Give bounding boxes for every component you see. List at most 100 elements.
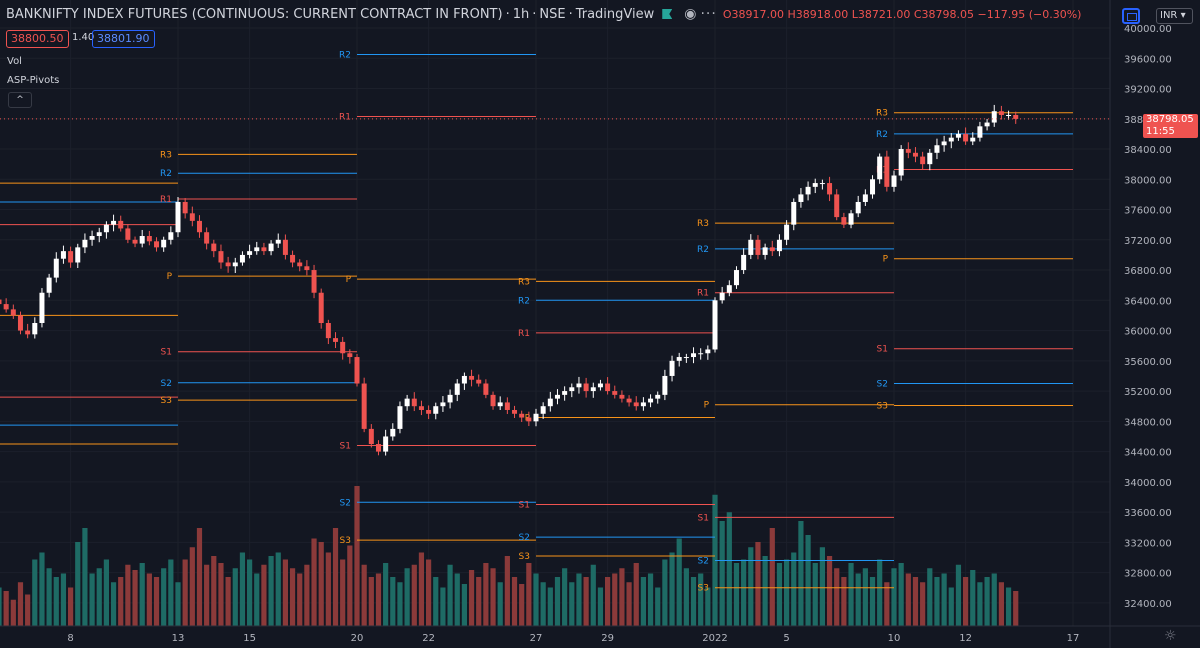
symbol-title[interactable]: BANKNIFTY INDEX FUTURES (CONTINUOUS: CUR… bbox=[6, 6, 503, 22]
volume-bar bbox=[39, 552, 45, 626]
volume-bar bbox=[82, 528, 88, 626]
price-tick-label: 35200.00 bbox=[1124, 387, 1172, 398]
screenshot-icon[interactable] bbox=[1122, 8, 1140, 24]
volume-bar bbox=[125, 564, 131, 626]
volume-bar bbox=[547, 587, 553, 626]
pivot-label: R1 bbox=[160, 195, 172, 205]
candle-body bbox=[118, 220, 124, 229]
candle-body bbox=[870, 179, 876, 195]
time-tick-label: 10 bbox=[888, 633, 901, 644]
volume-bar bbox=[340, 559, 346, 626]
candle-body bbox=[447, 394, 453, 403]
flag-icon[interactable] bbox=[662, 9, 673, 19]
price-tick-label: 32800.00 bbox=[1124, 569, 1172, 580]
price-tick-label: 32400.00 bbox=[1124, 599, 1172, 610]
volume-bar bbox=[991, 573, 997, 626]
indicator-legend[interactable]: ASP-Pivots bbox=[7, 75, 60, 86]
volume-bar bbox=[762, 556, 768, 626]
candle-body bbox=[612, 391, 618, 395]
volume-bar bbox=[805, 535, 811, 626]
volume-bar bbox=[862, 568, 868, 626]
candle-body bbox=[776, 239, 782, 252]
candle-body bbox=[53, 258, 59, 278]
volume-bar bbox=[275, 552, 281, 626]
pivot-label: S1 bbox=[161, 348, 172, 358]
volume-bar bbox=[920, 582, 926, 626]
exchange-label: NSE bbox=[539, 6, 566, 22]
pivot-label: R2 bbox=[697, 245, 709, 255]
currency-select[interactable]: INR ▾ bbox=[1156, 8, 1193, 24]
candles bbox=[0, 104, 1019, 456]
candle-body bbox=[862, 194, 868, 202]
volume-bar bbox=[354, 486, 360, 626]
volume-bar bbox=[733, 563, 740, 626]
sell-price-button[interactable]: 38800.50 bbox=[6, 30, 69, 48]
time-tick-label: 8 bbox=[67, 633, 73, 644]
candle-body bbox=[154, 241, 160, 248]
candle-body bbox=[318, 292, 324, 323]
spread-value: 1.40 bbox=[72, 32, 95, 43]
more-icon[interactable]: ··· bbox=[700, 6, 717, 22]
pivot-label: S3 bbox=[161, 396, 172, 406]
candle-body bbox=[196, 220, 202, 233]
settings-icon[interactable]: ☼ bbox=[1164, 628, 1177, 644]
pivot-label: R2 bbox=[518, 296, 530, 306]
volume-legend[interactable]: Vol bbox=[7, 56, 22, 67]
volume-bar bbox=[927, 568, 933, 626]
volume-bar bbox=[612, 573, 618, 626]
candle-body bbox=[275, 239, 281, 244]
time-tick-label: 20 bbox=[351, 633, 364, 644]
candle-body bbox=[569, 387, 575, 392]
volume-bar bbox=[440, 587, 446, 626]
volume-bar bbox=[798, 521, 804, 626]
interval-label[interactable]: 1h bbox=[512, 6, 530, 22]
candle-body bbox=[576, 383, 582, 388]
price-tick-label: 36400.00 bbox=[1124, 296, 1172, 307]
pivot-label: S1 bbox=[519, 501, 530, 511]
volume-bar bbox=[605, 577, 611, 626]
price-tick-label: 39600.00 bbox=[1124, 54, 1172, 65]
buy-price-button[interactable]: 38801.90 bbox=[92, 30, 155, 48]
volume-bar bbox=[447, 564, 453, 626]
eye-icon[interactable]: ◉ bbox=[684, 6, 697, 22]
candle-body bbox=[827, 183, 833, 195]
candle-body bbox=[998, 111, 1004, 115]
volume-bar bbox=[662, 559, 668, 626]
volume-bar bbox=[332, 528, 339, 626]
candle-body bbox=[605, 383, 611, 392]
collapse-legend-button[interactable]: ^ bbox=[8, 92, 32, 108]
candle-body bbox=[512, 409, 518, 414]
candle-body bbox=[311, 270, 317, 293]
candle-body bbox=[848, 213, 854, 225]
volume-bar bbox=[519, 584, 525, 626]
volume-bar bbox=[68, 587, 74, 626]
price-tick-label: 40000.00 bbox=[1124, 24, 1172, 35]
pivot-label: P bbox=[704, 401, 710, 411]
candle-body bbox=[626, 398, 632, 403]
candle-body bbox=[75, 247, 81, 263]
volume-bar bbox=[963, 577, 969, 626]
candle-body bbox=[146, 236, 152, 242]
volume-bar bbox=[161, 568, 167, 626]
candle-body bbox=[32, 323, 38, 335]
volume-bar bbox=[103, 559, 109, 626]
volume-bar bbox=[196, 528, 203, 626]
candle-body bbox=[254, 247, 260, 252]
volume-bar bbox=[139, 563, 145, 626]
candle-body bbox=[562, 391, 568, 395]
candle-body bbox=[991, 111, 997, 123]
price-tick-label: 38000.00 bbox=[1124, 175, 1172, 186]
candle-body bbox=[762, 247, 768, 255]
time-axis[interactable]: 8 13 15 20 22 27 29 2022 5 10 12 17 bbox=[67, 633, 1079, 644]
volume-bar bbox=[404, 568, 410, 626]
candle-body bbox=[712, 300, 718, 350]
candle-body bbox=[17, 315, 23, 331]
pivot-label: R1 bbox=[339, 113, 351, 123]
header-separator: · bbox=[532, 6, 537, 22]
candle-body bbox=[340, 341, 346, 354]
candle-body bbox=[583, 383, 589, 392]
volume-bar bbox=[676, 538, 682, 626]
pivot-label: R1 bbox=[697, 289, 709, 299]
candle-body bbox=[440, 402, 446, 407]
